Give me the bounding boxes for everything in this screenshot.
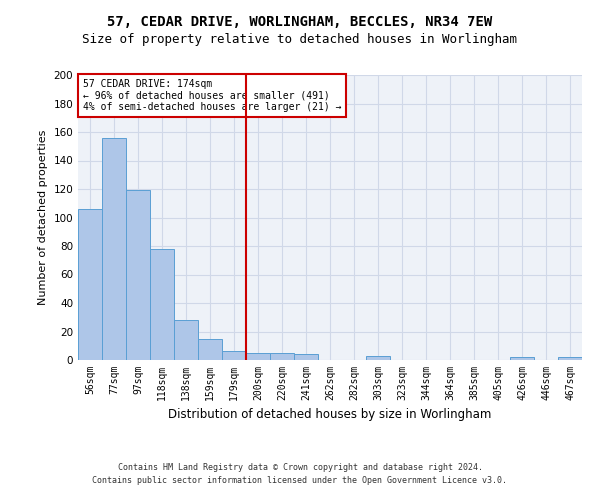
Y-axis label: Number of detached properties: Number of detached properties — [38, 130, 48, 305]
Text: 57, CEDAR DRIVE, WORLINGHAM, BECCLES, NR34 7EW: 57, CEDAR DRIVE, WORLINGHAM, BECCLES, NR… — [107, 15, 493, 29]
Bar — [150, 249, 174, 360]
Text: Contains public sector information licensed under the Open Government Licence v3: Contains public sector information licen… — [92, 476, 508, 485]
X-axis label: Distribution of detached houses by size in Worlingham: Distribution of detached houses by size … — [169, 408, 491, 422]
Text: 57 CEDAR DRIVE: 174sqm
← 96% of detached houses are smaller (491)
4% of semi-det: 57 CEDAR DRIVE: 174sqm ← 96% of detached… — [83, 80, 341, 112]
Bar — [510, 357, 534, 360]
Text: Contains HM Land Registry data © Crown copyright and database right 2024.: Contains HM Land Registry data © Crown c… — [118, 462, 482, 471]
Bar — [558, 357, 582, 360]
Bar — [102, 138, 126, 360]
Bar — [366, 356, 390, 360]
Bar — [222, 352, 246, 360]
Bar — [246, 353, 270, 360]
Bar — [78, 209, 102, 360]
Bar — [174, 320, 198, 360]
Bar — [198, 338, 222, 360]
Text: Size of property relative to detached houses in Worlingham: Size of property relative to detached ho… — [83, 32, 517, 46]
Bar — [126, 190, 150, 360]
Bar — [294, 354, 318, 360]
Bar — [270, 353, 294, 360]
